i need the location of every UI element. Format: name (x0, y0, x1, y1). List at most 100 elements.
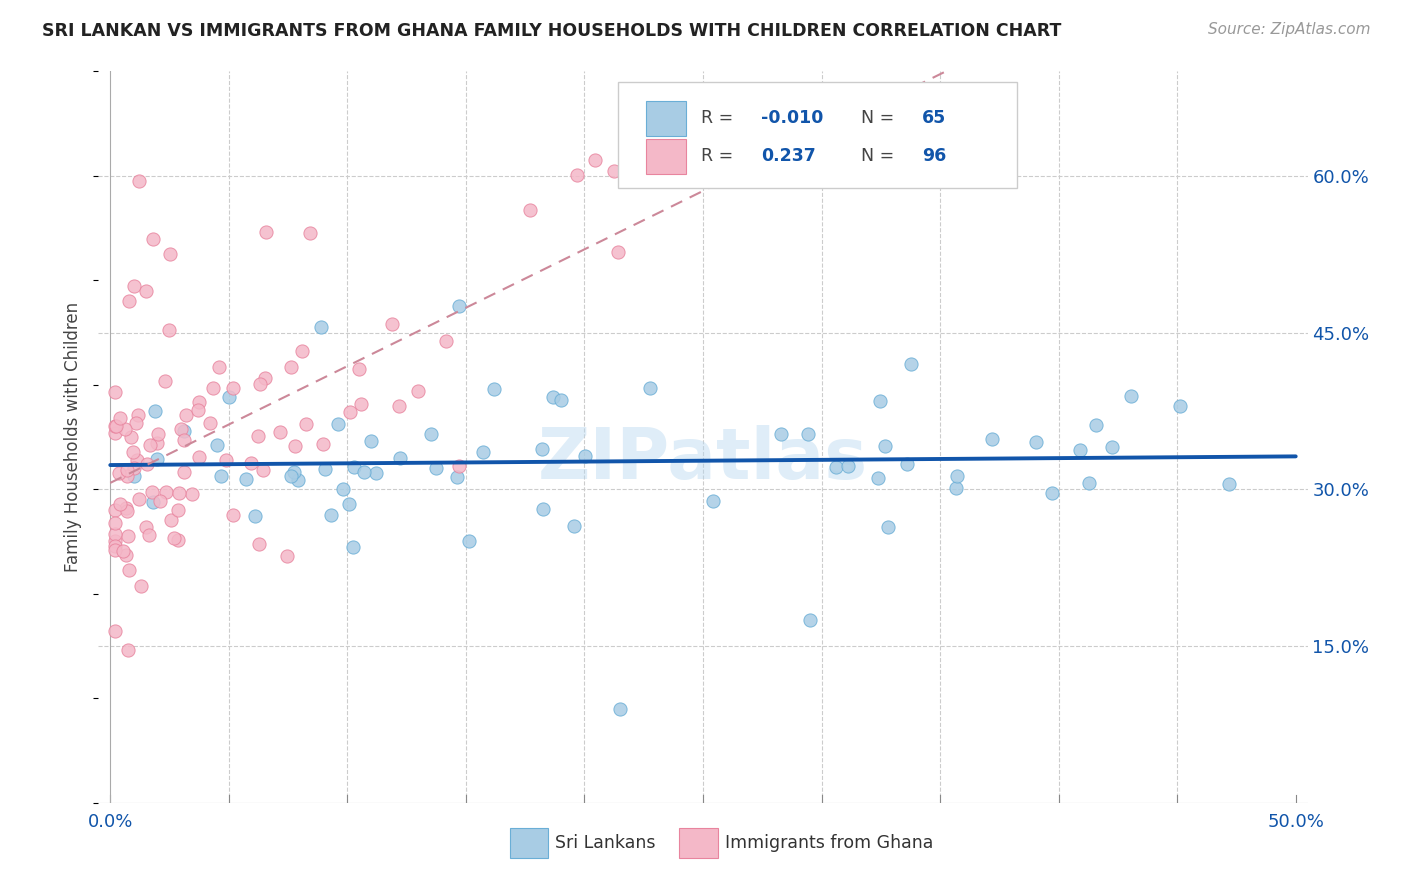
Point (420, 427, 443, 442)
Point (287, 473, 309, 487)
Point (381, 317, 404, 331)
Point (187, 403, 209, 417)
Point (142, 231, 165, 245)
Point (208, 359, 231, 374)
Text: SRI LANKAN VS IMMIGRANTS FROM GHANA FAMILY HOUSEHOLDS WITH CHILDREN CORRELATION : SRI LANKAN VS IMMIGRANTS FROM GHANA FAMI… (42, 22, 1062, 40)
Point (209, 469, 232, 483)
Point (562, 519, 585, 533)
Text: ZIPatlas: ZIPatlas (538, 425, 868, 493)
Point (343, 460, 366, 475)
Point (425, 460, 447, 475)
Point (118, 294, 141, 309)
Point (312, 437, 335, 451)
Point (155, 374, 177, 388)
Point (166, 533, 188, 548)
Point (135, 520, 157, 534)
Point (145, 404, 167, 418)
Point (159, 247, 181, 261)
Point (155, 484, 177, 499)
Point (332, 482, 354, 496)
Point (1040, 485, 1063, 500)
FancyBboxPatch shape (619, 82, 1018, 188)
Point (135, 457, 157, 471)
Point (104, 516, 127, 531)
Point (541, 391, 564, 405)
Point (311, 320, 333, 334)
Point (295, 417, 318, 431)
Point (104, 527, 127, 541)
Point (868, 471, 890, 485)
Point (170, 422, 193, 436)
Point (446, 470, 468, 484)
Text: R =: R = (700, 147, 738, 165)
Text: 65: 65 (922, 109, 946, 128)
Point (129, 579, 152, 593)
Point (574, 450, 596, 464)
Point (360, 434, 382, 449)
Point (269, 425, 291, 439)
Point (108, 467, 131, 481)
Point (550, 393, 572, 408)
Point (434, 334, 457, 349)
Point (388, 451, 411, 466)
Point (235, 472, 257, 486)
Point (447, 300, 470, 314)
Point (276, 549, 298, 563)
Text: 96: 96 (922, 147, 946, 165)
Y-axis label: Family Households with Children: Family Households with Children (65, 302, 83, 572)
Point (122, 460, 145, 475)
Point (222, 508, 245, 522)
Point (254, 225, 277, 239)
Point (139, 438, 162, 452)
Point (482, 382, 505, 396)
Text: N =: N = (862, 109, 900, 128)
Point (328, 417, 350, 431)
Point (166, 502, 188, 516)
Point (945, 481, 967, 495)
Text: Immigrants from Ghana: Immigrants from Ghana (724, 834, 934, 852)
Point (284, 439, 307, 453)
Point (609, 702, 631, 716)
Point (896, 457, 918, 471)
Point (117, 643, 139, 657)
Point (115, 463, 138, 477)
Point (797, 426, 820, 441)
Point (157, 323, 180, 337)
Point (869, 393, 891, 408)
Point (202, 381, 225, 395)
Point (111, 544, 134, 558)
Point (873, 439, 896, 453)
Point (115, 501, 138, 516)
Point (115, 548, 138, 562)
Point (104, 419, 127, 434)
Point (174, 408, 197, 422)
Point (606, 244, 628, 259)
Point (205, 438, 228, 452)
Point (946, 468, 969, 483)
Point (253, 371, 276, 385)
Point (280, 360, 302, 375)
Point (321, 508, 343, 522)
Point (1121, 389, 1143, 403)
Point (146, 451, 169, 466)
Point (252, 463, 274, 477)
Point (128, 174, 150, 188)
Point (173, 465, 195, 479)
Bar (647, 138, 686, 174)
Point (347, 362, 370, 376)
Text: Source: ZipAtlas.com: Source: ZipAtlas.com (1208, 22, 1371, 37)
Point (458, 534, 481, 549)
Point (115, 504, 138, 518)
Point (104, 539, 127, 553)
Point (280, 469, 302, 483)
Point (247, 537, 270, 551)
Point (149, 494, 172, 508)
Point (160, 513, 183, 527)
Point (104, 543, 127, 558)
Text: N =: N = (862, 147, 900, 165)
Point (339, 405, 361, 419)
Point (603, 163, 626, 178)
Point (180, 487, 202, 501)
Bar (679, 829, 717, 858)
Point (1025, 434, 1047, 449)
